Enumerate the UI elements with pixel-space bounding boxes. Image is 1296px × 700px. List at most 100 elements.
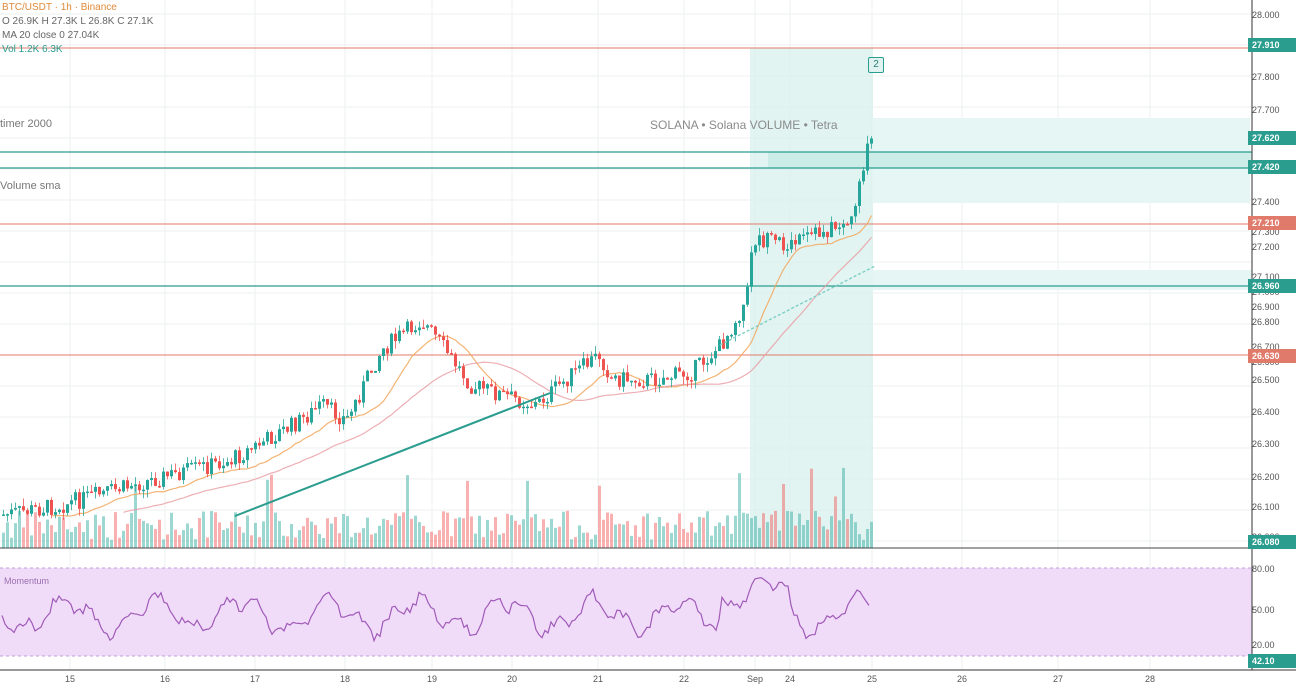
- volume-bar: [186, 523, 189, 548]
- volume-bar: [754, 516, 757, 548]
- volume-bar: [134, 486, 137, 548]
- volume-bar: [386, 520, 389, 548]
- volume-bar: [38, 521, 41, 548]
- volume-bar: [238, 526, 241, 548]
- volume-bar: [110, 539, 113, 548]
- legend-title[interactable]: BTC/USDT · 1h · Binance: [2, 2, 117, 13]
- volume-bar: [758, 527, 761, 548]
- candle: [818, 227, 821, 237]
- candle: [398, 330, 401, 341]
- volume-bar: [426, 532, 429, 548]
- candle: [346, 415, 349, 418]
- volume-bar: [102, 516, 105, 548]
- candle: [318, 401, 321, 409]
- volume-bar: [710, 535, 713, 548]
- ma-slow: [123, 237, 872, 513]
- volume-bar: [114, 512, 117, 548]
- price-tag[interactable]: 26.630: [1248, 349, 1296, 363]
- candle: [526, 406, 529, 409]
- candle: [654, 373, 657, 386]
- volume-bar: [394, 513, 397, 548]
- volume-bar: [846, 519, 849, 548]
- candle: [838, 227, 841, 230]
- candle: [102, 490, 105, 495]
- candle: [594, 353, 597, 357]
- volume-bar: [262, 521, 265, 548]
- volume-bar: [58, 517, 61, 548]
- candle: [718, 339, 721, 352]
- volume-bar: [746, 513, 749, 548]
- candle: [422, 327, 425, 330]
- candle: [790, 240, 793, 250]
- candle: [850, 216, 853, 225]
- volume-bar: [738, 473, 741, 548]
- legend-ma[interactable]: MA 20 close 0 27.04K: [2, 30, 100, 41]
- volume-bar: [506, 513, 509, 548]
- candle: [306, 416, 309, 423]
- support-zone: [830, 270, 1252, 290]
- candle: [514, 391, 517, 398]
- volume-bar: [318, 533, 321, 548]
- volume-bar: [10, 537, 13, 548]
- volume-bar: [278, 521, 281, 548]
- volume-bar: [614, 524, 617, 548]
- candle: [726, 335, 729, 349]
- volume-bar: [682, 528, 685, 548]
- volume-bar: [66, 529, 69, 548]
- candle: [402, 330, 405, 333]
- candle: [114, 484, 117, 490]
- candle: [410, 321, 413, 333]
- candle: [590, 356, 593, 367]
- volume-bar: [510, 515, 513, 548]
- volume-bar: [726, 515, 729, 548]
- candle: [778, 237, 781, 241]
- candle: [498, 390, 501, 401]
- candle: [326, 399, 329, 405]
- volume-bar: [302, 526, 305, 548]
- price-tag[interactable]: 26.080: [1248, 535, 1296, 549]
- candle: [226, 462, 229, 466]
- volume-bar: [314, 525, 317, 548]
- candle: [30, 505, 33, 514]
- price-tick-label: 27.800: [1252, 72, 1280, 82]
- volume-bar: [86, 520, 89, 548]
- time-tick-label: Sep: [746, 674, 764, 684]
- count-badge[interactable]: 2: [868, 57, 884, 73]
- candle: [438, 334, 441, 337]
- candle: [134, 484, 137, 487]
- volume-bar: [802, 525, 805, 548]
- candle: [738, 320, 741, 324]
- candle: [18, 506, 21, 508]
- price-tag[interactable]: 27.210: [1248, 216, 1296, 230]
- candle: [486, 384, 489, 389]
- volume-bar: [630, 535, 633, 548]
- candle: [206, 462, 209, 475]
- candle: [710, 358, 713, 364]
- price-tag[interactable]: 27.620: [1248, 131, 1296, 145]
- osc-value-tag[interactable]: 42.10: [1248, 654, 1296, 668]
- volume-bar: [362, 528, 365, 548]
- volume-bar: [790, 511, 793, 548]
- volume-bar: [2, 532, 5, 548]
- volume-bar: [290, 524, 293, 548]
- price-tick-label: 28.000: [1252, 10, 1280, 20]
- candle: [826, 232, 829, 238]
- legend-volume[interactable]: Vol 1.2K 6.3K: [2, 44, 63, 55]
- volume-bar: [322, 537, 325, 548]
- volume-bar: [130, 513, 133, 548]
- volume-bar: [830, 516, 833, 548]
- volume-bar: [850, 513, 853, 548]
- candle: [442, 336, 445, 341]
- volume-bar: [438, 530, 441, 548]
- axis-lines: [0, 0, 1296, 671]
- time-tick-label: 16: [159, 674, 171, 684]
- price-tag[interactable]: 27.420: [1248, 160, 1296, 174]
- volume-bar: [166, 534, 169, 548]
- volume-bar: [98, 525, 101, 548]
- candle: [314, 408, 317, 410]
- candle: [574, 368, 577, 370]
- price-tag[interactable]: 27.910: [1248, 38, 1296, 52]
- price-tag[interactable]: 26.960: [1248, 279, 1296, 293]
